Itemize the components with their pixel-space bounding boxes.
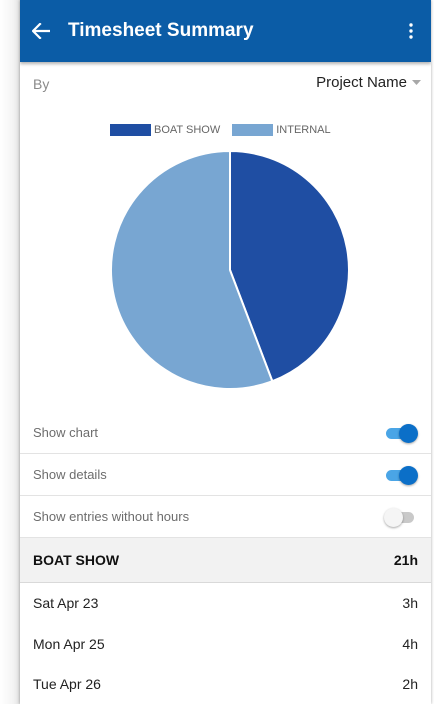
arrow-left-icon	[32, 23, 50, 39]
option-show-details: Show details	[20, 454, 431, 496]
list-item[interactable]: Mon Apr 25 4h	[20, 624, 431, 664]
option-label: Show entries without hours	[33, 509, 190, 524]
app-bar: Timesheet Summary	[20, 0, 431, 62]
entry-date: Sat Apr 23	[33, 595, 99, 611]
dropdown-caret-icon	[412, 79, 421, 85]
list-item[interactable]: Sat Apr 23 3h	[20, 583, 431, 623]
group-by-row: By Project Name	[20, 62, 431, 108]
legend-swatch	[110, 124, 151, 136]
group-by-dropdown[interactable]: Project Name	[316, 74, 421, 91]
show-chart-toggle[interactable]	[384, 423, 418, 443]
app-screen: Timesheet Summary By Project Name BOAT S…	[20, 0, 431, 704]
legend-item-boat-show: BOAT SHOW	[110, 124, 220, 136]
entry-date: Mon Apr 25	[33, 636, 105, 652]
legend-label: INTERNAL	[276, 124, 331, 136]
legend-item-internal: INTERNAL	[232, 124, 331, 136]
back-button[interactable]	[20, 0, 62, 62]
left-shadow	[0, 0, 22, 704]
legend-swatch	[232, 124, 274, 136]
entry-hours: 2h	[402, 676, 418, 692]
show-empty-entries-toggle[interactable]	[384, 507, 418, 527]
toggle-knob	[384, 507, 403, 527]
toggle-knob	[399, 465, 418, 485]
option-label: Show details	[33, 467, 107, 482]
legend-label: BOAT SHOW	[154, 124, 221, 136]
option-show-chart: Show chart	[20, 412, 431, 454]
entry-date: Tue Apr 26	[33, 676, 101, 692]
list-item[interactable]: Tue Apr 26 2h	[20, 664, 431, 704]
entry-hours: 3h	[402, 595, 418, 611]
group-by-value: Project Name	[316, 74, 407, 91]
show-details-toggle[interactable]	[384, 465, 418, 485]
more-vert-icon	[409, 23, 413, 39]
group-name: BOAT SHOW	[33, 552, 120, 568]
pie-chart	[110, 149, 350, 390]
toggle-knob	[399, 423, 418, 443]
group-header[interactable]: BOAT SHOW 21h	[20, 538, 431, 583]
entry-hours: 4h	[402, 636, 418, 652]
option-label: Show chart	[33, 425, 99, 440]
pie-slice-internal[interactable]	[110, 149, 274, 390]
group-total: 21h	[393, 552, 418, 568]
page-title: Timesheet Summary	[68, 20, 254, 41]
group-by-label: By	[33, 76, 50, 92]
overflow-menu-button[interactable]	[391, 0, 431, 62]
option-show-empty-entries: Show entries without hours	[20, 496, 431, 538]
chart-legend: BOAT SHOW INTERNAL	[110, 124, 343, 136]
pie-slice-boat-show[interactable]	[229, 149, 350, 383]
